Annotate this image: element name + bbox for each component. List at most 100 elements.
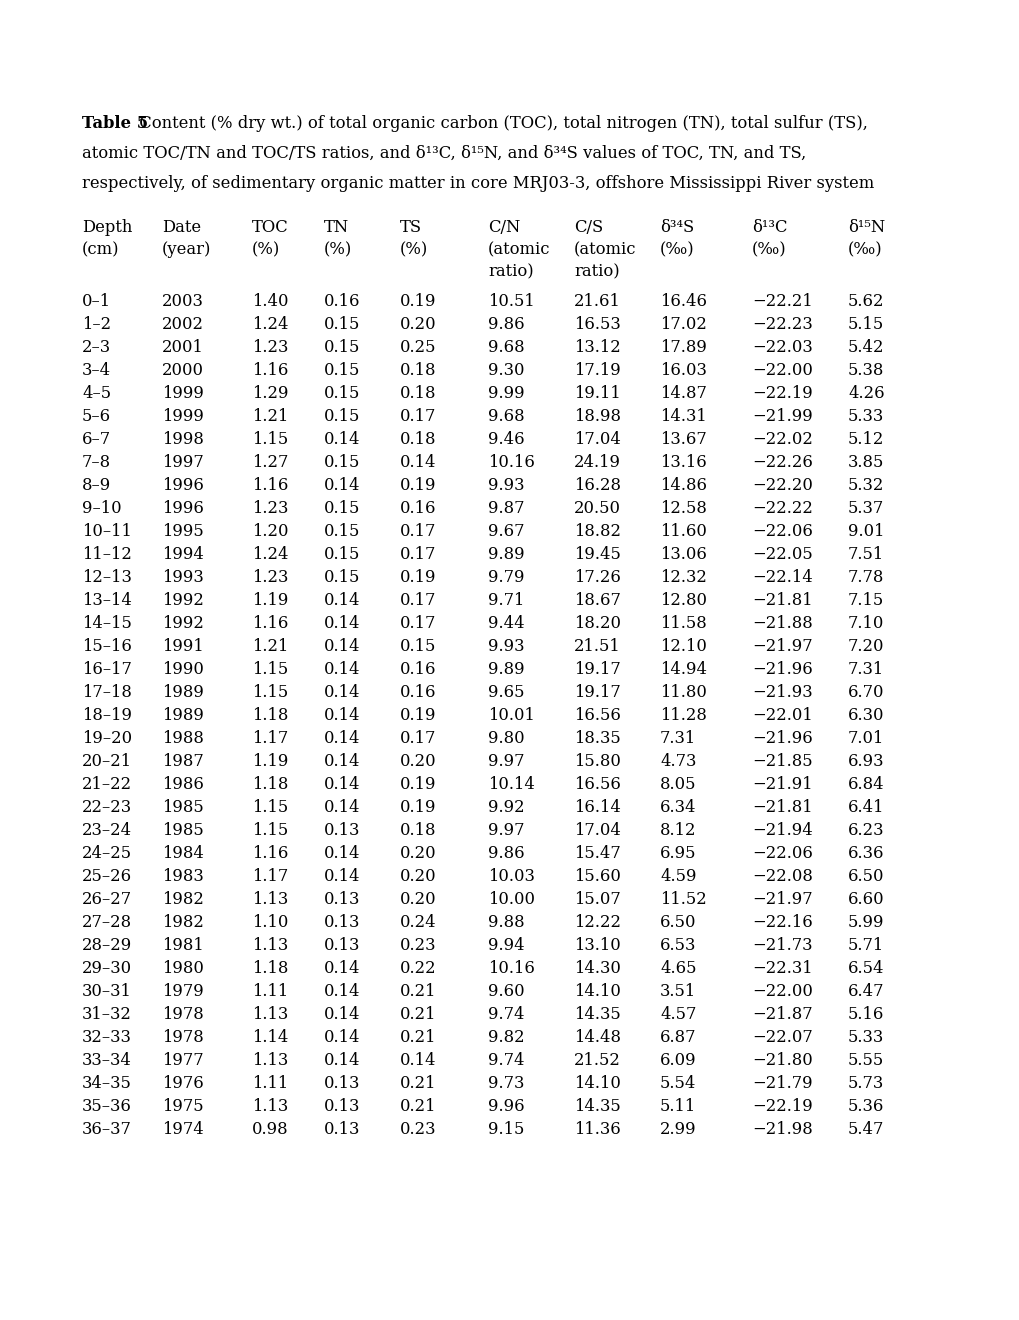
Text: 16.53: 16.53 xyxy=(574,315,621,333)
Text: 1.23: 1.23 xyxy=(252,339,288,356)
Text: 12.22: 12.22 xyxy=(574,913,621,931)
Text: 4.73: 4.73 xyxy=(659,752,696,770)
Text: 8.05: 8.05 xyxy=(659,776,696,793)
Text: −22.00: −22.00 xyxy=(751,983,812,1001)
Text: 1.16: 1.16 xyxy=(252,845,288,862)
Text: −22.06: −22.06 xyxy=(751,523,812,540)
Text: atomic TOC/TN and TOC/TS ratios, and δ¹³C, δ¹⁵N, and δ³⁴S values of TOC, TN, and: atomic TOC/TN and TOC/TS ratios, and δ¹³… xyxy=(82,145,805,162)
Text: −21.96: −21.96 xyxy=(751,730,812,747)
Text: 21–22: 21–22 xyxy=(82,776,132,793)
Text: (%): (%) xyxy=(399,242,428,257)
Text: δ³⁴S: δ³⁴S xyxy=(659,219,694,236)
Text: 1.11: 1.11 xyxy=(252,983,288,1001)
Text: 14.35: 14.35 xyxy=(574,1098,621,1115)
Text: −22.06: −22.06 xyxy=(751,845,812,862)
Text: 1.13: 1.13 xyxy=(252,891,288,908)
Text: 6.23: 6.23 xyxy=(847,822,883,840)
Text: 10.03: 10.03 xyxy=(487,869,534,884)
Text: 1–2: 1–2 xyxy=(82,315,111,333)
Text: 31–32: 31–32 xyxy=(82,1006,131,1023)
Text: 9.94: 9.94 xyxy=(487,937,524,954)
Text: 1.13: 1.13 xyxy=(252,937,288,954)
Text: 5.73: 5.73 xyxy=(847,1074,883,1092)
Text: 0.17: 0.17 xyxy=(399,730,436,747)
Text: 11–12: 11–12 xyxy=(82,546,131,564)
Text: 8.12: 8.12 xyxy=(659,822,696,840)
Text: 1.13: 1.13 xyxy=(252,1006,288,1023)
Text: −21.79: −21.79 xyxy=(751,1074,812,1092)
Text: 9.60: 9.60 xyxy=(487,983,524,1001)
Text: 14.94: 14.94 xyxy=(659,661,706,678)
Text: −22.16: −22.16 xyxy=(751,913,812,931)
Text: 15.47: 15.47 xyxy=(574,845,621,862)
Text: 17.02: 17.02 xyxy=(659,315,706,333)
Text: 1.15: 1.15 xyxy=(252,684,288,701)
Text: 7.31: 7.31 xyxy=(847,661,883,678)
Text: 13.06: 13.06 xyxy=(659,546,706,564)
Text: 0.19: 0.19 xyxy=(399,799,436,816)
Text: 0.17: 0.17 xyxy=(399,615,436,632)
Text: 15.07: 15.07 xyxy=(574,891,621,908)
Text: 5.32: 5.32 xyxy=(847,477,883,494)
Text: 6.87: 6.87 xyxy=(659,1030,696,1045)
Text: 1.21: 1.21 xyxy=(252,408,288,425)
Text: 0.20: 0.20 xyxy=(399,869,436,884)
Text: 6.09: 6.09 xyxy=(659,1052,696,1069)
Text: 0.20: 0.20 xyxy=(399,845,436,862)
Text: 13.12: 13.12 xyxy=(574,339,621,356)
Text: 0.14: 0.14 xyxy=(324,477,360,494)
Text: 14.48: 14.48 xyxy=(574,1030,621,1045)
Text: 1.15: 1.15 xyxy=(252,432,288,447)
Text: 2–3: 2–3 xyxy=(82,339,111,356)
Text: 9.93: 9.93 xyxy=(487,638,524,655)
Text: 0.15: 0.15 xyxy=(324,454,360,471)
Text: 1.23: 1.23 xyxy=(252,569,288,586)
Text: 1.16: 1.16 xyxy=(252,477,288,494)
Text: 21.51: 21.51 xyxy=(574,638,621,655)
Text: 12.10: 12.10 xyxy=(659,638,706,655)
Text: 5.62: 5.62 xyxy=(847,293,883,310)
Text: 0.23: 0.23 xyxy=(399,937,436,954)
Text: 16.14: 16.14 xyxy=(574,799,621,816)
Text: −21.97: −21.97 xyxy=(751,638,812,655)
Text: Depth: Depth xyxy=(82,219,132,236)
Text: 7.01: 7.01 xyxy=(847,730,883,747)
Text: 9.97: 9.97 xyxy=(487,822,524,840)
Text: 21.52: 21.52 xyxy=(574,1052,621,1069)
Text: 7.51: 7.51 xyxy=(847,546,883,564)
Text: Table 5: Table 5 xyxy=(82,115,148,132)
Text: 0.14: 0.14 xyxy=(324,799,360,816)
Text: 0.14: 0.14 xyxy=(324,638,360,655)
Text: 12.58: 12.58 xyxy=(659,500,706,517)
Text: −21.81: −21.81 xyxy=(751,591,812,609)
Text: −22.26: −22.26 xyxy=(751,454,812,471)
Text: 13.16: 13.16 xyxy=(659,454,706,471)
Text: 11.60: 11.60 xyxy=(659,523,706,540)
Text: 6.50: 6.50 xyxy=(659,913,696,931)
Text: 19.17: 19.17 xyxy=(574,661,621,678)
Text: 6.53: 6.53 xyxy=(659,937,696,954)
Text: 18–19: 18–19 xyxy=(82,708,131,723)
Text: 1985: 1985 xyxy=(162,799,204,816)
Text: ratio): ratio) xyxy=(487,263,533,280)
Text: 9.68: 9.68 xyxy=(487,408,524,425)
Text: 1.10: 1.10 xyxy=(252,913,288,931)
Text: 1.19: 1.19 xyxy=(252,752,288,770)
Text: 20.50: 20.50 xyxy=(574,500,621,517)
Text: 1.17: 1.17 xyxy=(252,730,288,747)
Text: −22.19: −22.19 xyxy=(751,1098,812,1115)
Text: 0.16: 0.16 xyxy=(399,684,436,701)
Text: 32–33: 32–33 xyxy=(82,1030,131,1045)
Text: 1978: 1978 xyxy=(162,1006,204,1023)
Text: 24.19: 24.19 xyxy=(574,454,621,471)
Text: 0.98: 0.98 xyxy=(252,1121,288,1138)
Text: 1976: 1976 xyxy=(162,1074,204,1092)
Text: Date: Date xyxy=(162,219,201,236)
Text: 0.20: 0.20 xyxy=(399,891,436,908)
Text: 0.15: 0.15 xyxy=(324,500,360,517)
Text: 9.30: 9.30 xyxy=(487,362,524,379)
Text: 0.17: 0.17 xyxy=(399,591,436,609)
Text: 17.19: 17.19 xyxy=(574,362,621,379)
Text: 1.21: 1.21 xyxy=(252,638,288,655)
Text: 11.52: 11.52 xyxy=(659,891,706,908)
